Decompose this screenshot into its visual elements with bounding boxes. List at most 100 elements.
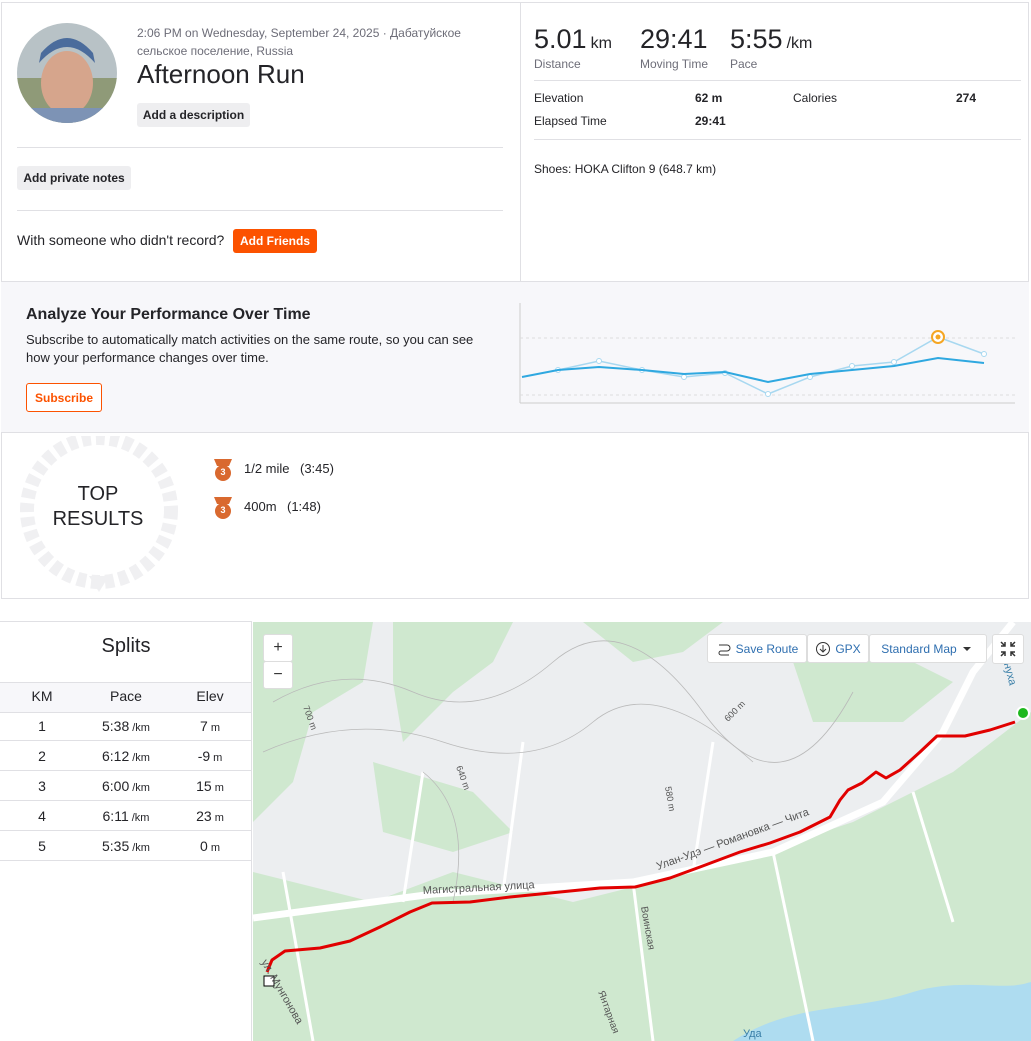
split-km: 2 bbox=[38, 748, 46, 764]
pace-unit: /km bbox=[132, 722, 150, 734]
top-results-title: TOP RESULTS bbox=[52, 483, 144, 530]
stat-label: Pace bbox=[730, 57, 758, 71]
stat-label: Distance bbox=[534, 57, 581, 71]
map-label: Уда bbox=[743, 1028, 763, 1040]
row-separator bbox=[0, 830, 251, 831]
zoom-in[interactable]: + bbox=[263, 634, 293, 662]
column-header: KM bbox=[31, 688, 53, 704]
performance-preview bbox=[519, 303, 1015, 404]
elev-unit: m bbox=[210, 842, 220, 854]
split-pace: 6:11/km bbox=[76, 808, 176, 824]
medal: 3 bbox=[212, 458, 234, 482]
elev-unit: m bbox=[210, 722, 220, 734]
add-description-button[interactable]: Add a description bbox=[137, 103, 250, 127]
pace-unit: /km bbox=[132, 842, 150, 854]
result-name: 400m bbox=[244, 499, 277, 514]
split-pace: 6:12/km bbox=[76, 748, 176, 764]
friends-prompt: With someone who didn't record? bbox=[17, 232, 225, 248]
save-route-button[interactable]: Save Route bbox=[707, 634, 807, 663]
elev-value: 7 bbox=[200, 718, 208, 734]
split-pace: 5:38/km bbox=[76, 718, 176, 734]
route-icon bbox=[718, 644, 731, 655]
result-time: (3:45) bbox=[300, 461, 334, 476]
separator bbox=[17, 147, 503, 148]
stat-value: 5.01 bbox=[534, 24, 587, 54]
medal-rank: 3 bbox=[220, 505, 226, 515]
column-header: Elev bbox=[196, 688, 224, 704]
activity-meta: 2:06 PM on Wednesday, September 24, 2025… bbox=[137, 26, 461, 58]
analyze-section bbox=[1, 281, 1029, 433]
split-pace: 6:00/km bbox=[76, 778, 176, 794]
wreath bbox=[20, 436, 178, 592]
row-separator bbox=[0, 800, 251, 801]
elev-value: 23 bbox=[196, 808, 212, 824]
elev-unit: m bbox=[213, 752, 223, 764]
caret bbox=[962, 646, 971, 651]
split-km: 5 bbox=[38, 838, 46, 854]
splits-title: Splits bbox=[101, 635, 151, 657]
analyze-text: Subscribe to automatically match activit… bbox=[26, 332, 474, 365]
subscribe-button[interactable]: Subscribe bbox=[26, 383, 102, 412]
stat-primary: 5:55/km bbox=[730, 24, 812, 55]
pace-unit: /km bbox=[131, 812, 150, 824]
gpx-button[interactable]: GPX bbox=[807, 634, 869, 663]
map-label: Магистральная улица bbox=[423, 879, 536, 897]
analyze-title: Analyze Your Performance Over Time bbox=[26, 306, 311, 323]
stat-label: Calories bbox=[793, 91, 838, 105]
pace-value: 5:35 bbox=[102, 838, 130, 854]
result-time: (1:48) bbox=[287, 499, 321, 514]
save-route-label: Save Route bbox=[735, 641, 799, 656]
stat-unit: km bbox=[590, 35, 612, 52]
separator bbox=[534, 139, 1021, 140]
shoes: Shoes: HOKA Clifton 9 (648.7 km) bbox=[534, 162, 717, 176]
fullscreen-icon bbox=[1000, 641, 1016, 657]
row-separator bbox=[0, 770, 251, 771]
column-header: Pace bbox=[110, 688, 142, 704]
map-style-button[interactable]: Standard Map bbox=[869, 634, 987, 663]
map-style-label: Standard Map bbox=[881, 641, 957, 656]
stat-value: 5:55 bbox=[730, 24, 783, 54]
stat-label: Elevation bbox=[534, 91, 584, 105]
zoom-out[interactable]: − bbox=[263, 661, 293, 689]
splits-panel bbox=[0, 621, 252, 1041]
splits-header bbox=[0, 682, 251, 713]
fullscreen-button[interactable] bbox=[992, 634, 1024, 664]
route-map: Магистральная улица Улан-Удэ — Романовка… bbox=[253, 622, 1031, 1041]
result-name: 1/2 mile bbox=[244, 461, 290, 476]
stat-value: 29:41 bbox=[640, 24, 708, 54]
separator bbox=[534, 80, 1021, 81]
split-pace: 5:35/km bbox=[76, 838, 176, 854]
download-icon bbox=[816, 641, 831, 656]
split-km: 1 bbox=[38, 718, 46, 734]
divider bbox=[520, 3, 521, 281]
row-separator bbox=[0, 860, 251, 861]
split-km: 4 bbox=[38, 808, 46, 824]
pace-unit: /km bbox=[132, 782, 150, 794]
gpx-label: GPX bbox=[835, 641, 861, 656]
split-elev: -9 m bbox=[170, 748, 250, 764]
row-separator bbox=[0, 740, 251, 741]
elev-value: 0 bbox=[200, 838, 208, 854]
activity-title: Afternoon Run bbox=[137, 59, 305, 89]
pace-value: 6:00 bbox=[102, 778, 130, 794]
medal-rank: 3 bbox=[220, 467, 226, 477]
elev-value: 15 bbox=[196, 778, 212, 794]
elev-unit: m bbox=[214, 782, 224, 794]
map-label: 580 m bbox=[663, 786, 677, 812]
add-friends-button[interactable]: Add Friends bbox=[233, 229, 317, 253]
pace-value: 6:12 bbox=[102, 748, 130, 764]
split-km: 3 bbox=[38, 778, 46, 794]
split-elev: 23 m bbox=[170, 808, 250, 824]
split-elev: 15 m bbox=[170, 778, 250, 794]
pace-unit: /km bbox=[132, 752, 150, 764]
stat-value: 29:41 bbox=[695, 114, 726, 128]
avatar bbox=[17, 23, 117, 123]
medal: 3 bbox=[212, 496, 234, 520]
stat-label: Elapsed Time bbox=[534, 114, 607, 128]
stat-value: 62 m bbox=[695, 91, 723, 105]
stat-value: 274 bbox=[956, 91, 977, 105]
stat-unit: /km bbox=[786, 35, 813, 52]
add-notes-button[interactable]: Add private notes bbox=[17, 166, 131, 190]
